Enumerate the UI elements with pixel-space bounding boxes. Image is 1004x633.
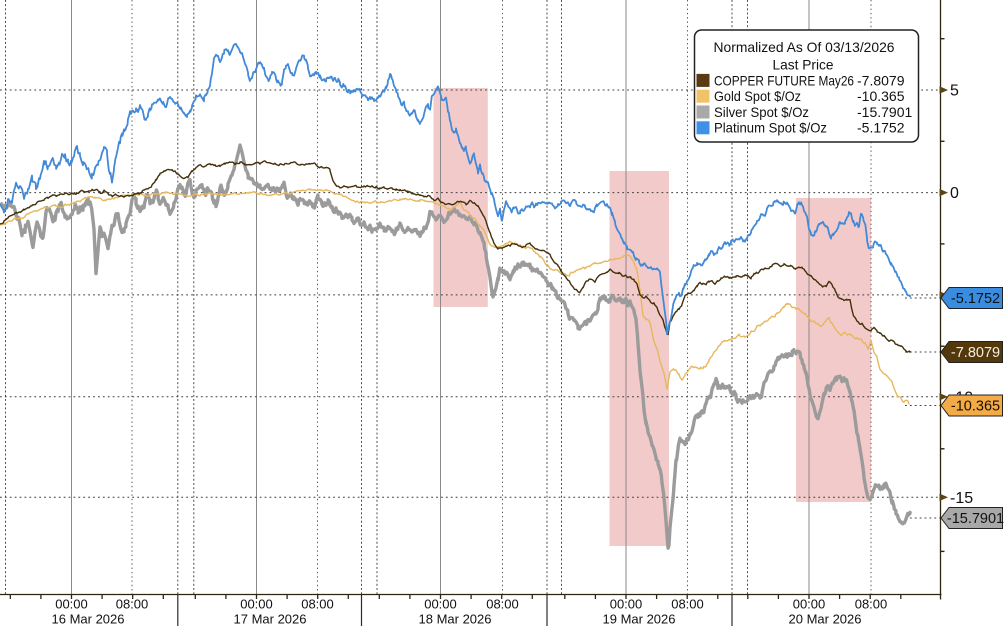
svg-text:08:00: 08:00: [671, 597, 704, 612]
svg-text:-15: -15: [950, 490, 973, 507]
svg-text:08:00: 08:00: [116, 597, 149, 612]
svg-text:19 Mar 2026: 19 Mar 2026: [603, 612, 676, 627]
svg-text:00:00: 00:00: [610, 597, 643, 612]
svg-text:-7.8079: -7.8079: [857, 72, 905, 88]
svg-text:-15.7901: -15.7901: [947, 511, 1004, 527]
svg-text:5: 5: [950, 83, 959, 100]
svg-text:-5.1752: -5.1752: [857, 120, 905, 136]
svg-text:-15.7901: -15.7901: [857, 104, 912, 120]
svg-text:-10.365: -10.365: [951, 399, 1000, 415]
svg-text:0: 0: [950, 185, 959, 202]
svg-text:COPPER FUTURE May26: COPPER FUTURE May26: [714, 72, 854, 88]
svg-text:08:00: 08:00: [301, 597, 334, 612]
svg-text:Last Price: Last Price: [773, 57, 834, 73]
svg-text:00:00: 00:00: [55, 597, 88, 612]
svg-text:-7.8079: -7.8079: [951, 345, 1000, 361]
svg-text:16 Mar 2026: 16 Mar 2026: [52, 612, 125, 627]
svg-text:Silver Spot $/Oz: Silver Spot $/Oz: [714, 104, 809, 120]
svg-text:20 Mar 2026: 20 Mar 2026: [789, 612, 862, 627]
svg-text:-10.365: -10.365: [857, 88, 905, 104]
svg-text:17 Mar 2026: 17 Mar 2026: [234, 612, 307, 627]
svg-text:08:00: 08:00: [855, 597, 888, 612]
svg-text:00:00: 00:00: [793, 597, 826, 612]
svg-text:08:00: 08:00: [486, 597, 519, 612]
svg-text:Normalized As Of 03/13/2026: Normalized As Of 03/13/2026: [714, 39, 895, 55]
svg-text:00:00: 00:00: [240, 597, 273, 612]
svg-text:18 Mar 2026: 18 Mar 2026: [419, 612, 492, 627]
svg-text:Gold Spot $/Oz: Gold Spot $/Oz: [714, 88, 801, 104]
svg-text:-5.1752: -5.1752: [951, 291, 1000, 307]
svg-text:00:00: 00:00: [424, 597, 457, 612]
svg-text:Platinum Spot $/Oz: Platinum Spot $/Oz: [714, 120, 827, 136]
